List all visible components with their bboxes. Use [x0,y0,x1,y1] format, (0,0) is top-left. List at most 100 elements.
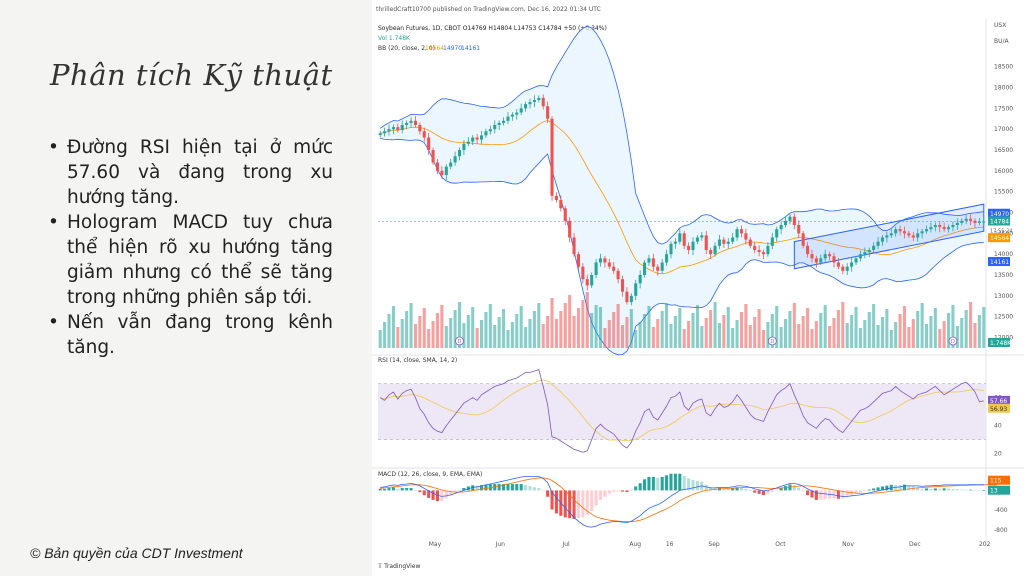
candle-body [620,279,625,292]
candle-body [554,195,558,200]
candle-body [422,131,426,138]
tradingview-logo-text: 𝕋 TradingView [377,563,421,570]
volume-bar [546,316,550,348]
volume-bar [850,315,854,348]
candle-body [929,227,933,230]
price-tick-label: 15500 [994,189,1013,196]
macd-histogram-bar [594,490,598,506]
candle-body [885,235,889,238]
macd-histogram-bar [682,476,686,491]
macd-histogram-bar [982,490,986,491]
macd-histogram-bar [792,485,796,491]
volume-bar [982,307,986,348]
currency-label: USX [994,22,1006,29]
candle-body [629,295,633,303]
candle-body [722,239,726,244]
volume-bar [836,310,840,348]
macd-histogram-bar [854,490,858,494]
volume-bar [678,308,682,348]
candle-body [413,120,417,125]
candle-body [836,262,840,267]
volume-bar [770,314,774,348]
candle-body [581,266,585,280]
macd-histogram-bar [634,486,638,491]
x-axis-label: Nov [842,541,854,548]
bb-lower-badge-text: 14161 [990,259,1009,266]
rsi-ma-badge-text: 56.93 [990,406,1007,413]
volume-bar [731,328,735,348]
candle-body [576,254,581,267]
volume-bar [479,320,484,348]
candle-body [462,143,466,150]
macd-histogram-bar [479,485,484,491]
macd-histogram-bar [880,486,885,491]
rsi-tick-label: 40 [994,423,1002,430]
macd-histogram-bar [775,489,779,491]
volume-bar [550,298,554,348]
macd-histogram-bar [761,490,766,496]
volume-badge-text: 1.748K [990,340,1012,347]
macd-histogram-bar [678,473,682,491]
volume-bar [929,316,933,348]
tradingview-chart[interactable]: thrilledCraft10700 published on TradingV… [372,0,1024,576]
volume-bar [603,328,607,348]
volume-bar [766,322,770,348]
x-axis-label: Aug [629,541,641,548]
volume-bar [933,308,937,348]
volume-bar [462,323,466,348]
price-tick-label: 13000 [994,293,1013,300]
volume-bar [387,314,391,348]
volume-label: Vol 1.748K [378,35,411,42]
macd-histogram-bar [916,487,920,491]
candle-body [924,229,929,232]
candle-body [880,237,885,242]
macd-histogram-bar [383,488,387,491]
volume-bar [673,316,677,348]
candle-body [783,220,788,225]
volume-bar [700,326,704,348]
candle-body [647,258,651,263]
macd-histogram-bar [603,490,607,497]
volume-bar [471,307,475,348]
volume-bar [819,313,823,348]
candle-body [806,245,810,255]
volume-bar [616,304,620,348]
macd-histogram-bar [409,488,413,491]
candle-body [502,120,506,123]
candle-body [510,114,514,117]
macd-histogram-bar [673,473,677,491]
volume-bar [453,310,457,348]
volume-bar [669,324,673,348]
volume-bar [457,302,462,348]
macd-histogram-bar [832,490,836,499]
candle-body [973,220,977,223]
volume-bar [761,330,766,348]
volume-bar [916,311,920,348]
chart-svg[interactable]: thrilledCraft10700 published on TradingV… [372,0,1024,576]
macd-histogram-bar [378,488,382,491]
candle-body [665,254,669,263]
candle-body [440,170,444,175]
macd-histogram-bar [783,486,788,491]
macd-histogram-bar [598,490,603,500]
volume-bar [748,325,752,348]
candle-body [660,262,664,271]
volume-bar [559,311,563,348]
volume-bar [590,313,594,348]
macd-histogram-bar [819,490,823,500]
macd-histogram-bar [977,490,981,491]
candle-body [682,233,686,246]
macd-histogram-bar [947,488,951,491]
volume-bar [792,303,796,348]
macd-histogram-bar [929,488,933,491]
volume-bar [832,318,836,348]
candle-body [920,231,924,234]
volume-bar [497,317,501,348]
macd-histogram-bar [973,489,977,491]
candle-body [643,262,647,275]
candle-body [700,235,704,238]
macd-histogram-bar [537,488,541,491]
macd-histogram-bar [845,490,849,498]
candle-body [814,258,818,263]
macd-histogram-bar [422,490,426,496]
